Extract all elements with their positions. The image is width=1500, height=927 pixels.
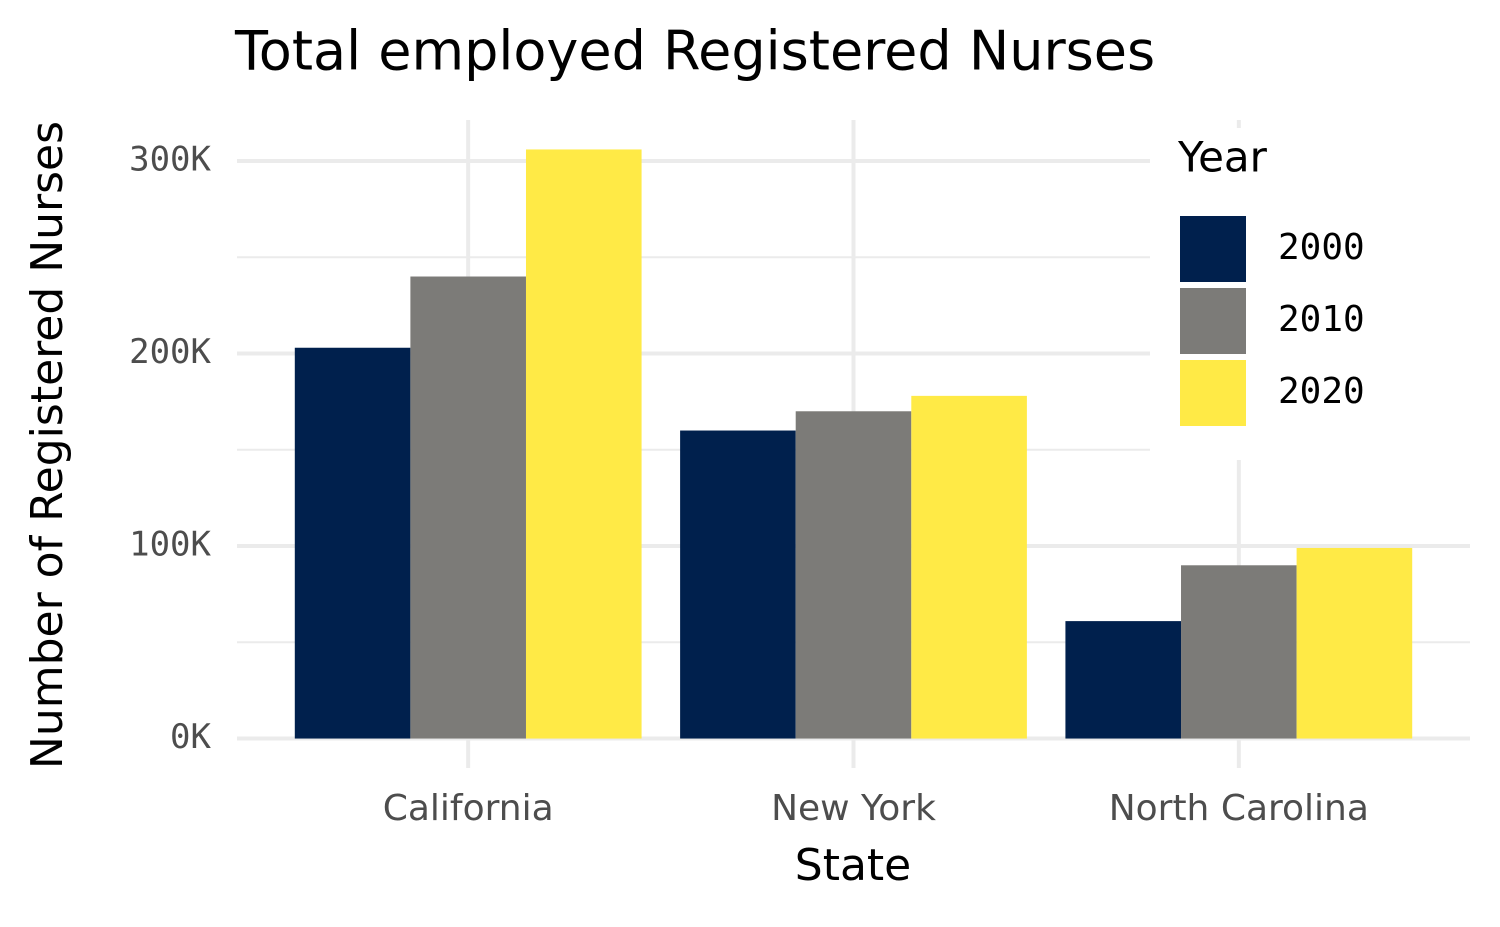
legend-swatch	[1180, 360, 1246, 426]
legend-title: Year	[1177, 133, 1268, 182]
y-axis-title: Number of Registered Nurses	[22, 121, 73, 769]
bar	[795, 411, 912, 739]
y-tick-label: 200K	[129, 332, 211, 372]
y-tick-label: 100K	[129, 525, 211, 565]
y-tick-label: 300K	[129, 140, 211, 180]
legend-label: 2020	[1278, 371, 1365, 412]
bar	[911, 395, 1027, 739]
bar	[1296, 547, 1413, 739]
legend-label: 2010	[1278, 299, 1365, 340]
bar	[294, 347, 411, 739]
legend-label: 2000	[1278, 227, 1365, 268]
bar	[525, 149, 642, 739]
bar	[410, 276, 526, 739]
legend-swatch	[1180, 216, 1246, 282]
bar	[680, 430, 796, 739]
chart-title: Total employed Registered Nurses	[234, 20, 1155, 83]
x-axis-title: State	[795, 840, 911, 891]
legend: Year 2000 2010 2020	[1150, 128, 1470, 460]
bar	[1065, 621, 1182, 739]
bar	[1181, 565, 1297, 739]
legend-swatch	[1180, 288, 1246, 354]
y-tick-label: 0K	[170, 717, 211, 757]
x-tick-label: New York	[771, 788, 936, 829]
x-tick-label: California	[383, 788, 554, 829]
x-tick-label: North Carolina	[1109, 788, 1369, 829]
